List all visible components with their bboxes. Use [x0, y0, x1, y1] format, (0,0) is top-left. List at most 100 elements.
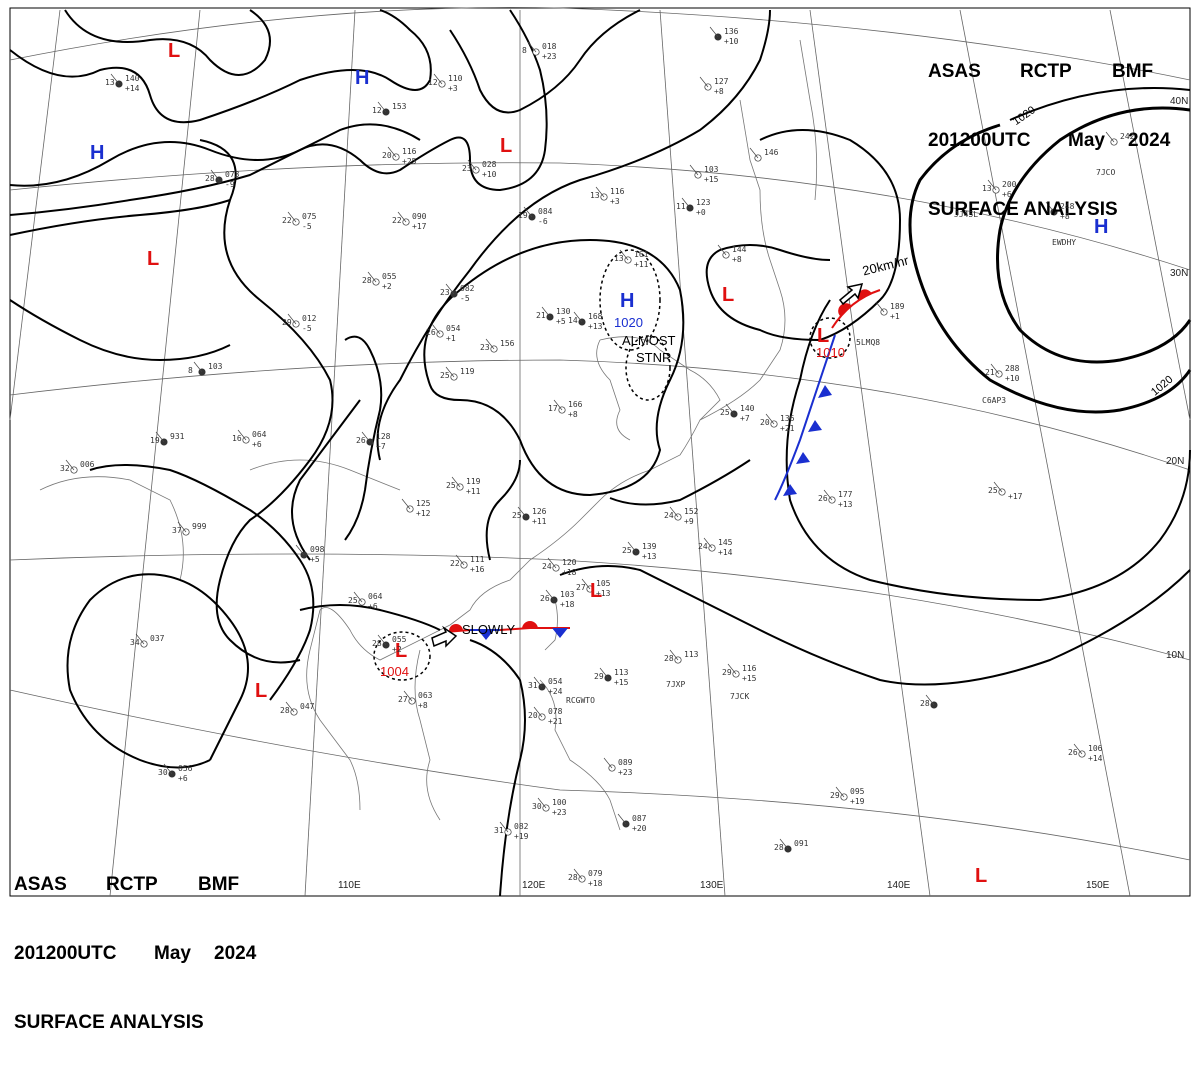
- station-pressure-tendency: +18: [560, 600, 575, 609]
- station-pressure: 082: [514, 822, 529, 831]
- station-temperature: 28: [205, 174, 215, 183]
- station-pressure: 103: [704, 165, 719, 174]
- station-pressure: 100: [552, 798, 567, 807]
- station-temperature: 31: [528, 681, 538, 690]
- slowly-label: SLOWLY: [462, 622, 516, 637]
- station-pressure-tendency: +16: [470, 565, 485, 574]
- station-pressure-tendency: +15: [614, 678, 629, 687]
- wind-barb: [110, 73, 120, 85]
- parallel-30n: [9, 162, 1191, 271]
- arrow-slowly: [431, 625, 458, 648]
- wind-barb: [401, 498, 411, 510]
- header-year: 2024: [1128, 130, 1171, 151]
- station-temperature: 22: [282, 216, 292, 225]
- station-pressure-tendency: +15: [704, 175, 719, 184]
- station-temperature: 20: [382, 151, 392, 160]
- station-pressure: 111: [470, 555, 485, 564]
- wind-barb: [361, 431, 371, 443]
- wind-barb: [709, 26, 719, 38]
- station-pressure-tendency: +15: [742, 674, 757, 683]
- wind-barb: [1045, 201, 1055, 213]
- header-office: BMF: [1112, 61, 1154, 82]
- header-top-right: ASAS RCTP BMF 201200UTC May 2024 SURFACE ANA…: [928, 14, 1171, 267]
- wind-barb: [155, 431, 165, 443]
- station-pressure: 110: [448, 74, 463, 83]
- wind-barb: [65, 459, 75, 471]
- station-pressure-tendency: +17: [412, 222, 427, 231]
- station-temperature: 26: [356, 436, 366, 445]
- wind-barb: [993, 481, 1003, 493]
- station-pressure: 931: [170, 432, 185, 441]
- meridian-110e: [304, 9, 356, 897]
- wind-barb: [455, 554, 465, 566]
- dashed-ellipse-low-sw: [373, 631, 431, 681]
- warm-front-semicircle: [838, 303, 852, 316]
- station-pressure-tendency: +8: [714, 87, 724, 96]
- station-pressure-tendency: +5: [310, 555, 320, 564]
- wind-barb: [835, 786, 845, 798]
- wind-barb: [353, 591, 363, 603]
- isobar-3: [9, 9, 548, 192]
- wind-barb: [547, 557, 557, 569]
- station-pressure: 047: [300, 702, 315, 711]
- header-product: ASAS: [14, 874, 67, 895]
- stationary-front: [444, 621, 570, 640]
- station-pressure: 091: [794, 839, 809, 848]
- low-pressure-value: 1010: [816, 345, 845, 360]
- station-pressure: 146: [764, 148, 779, 157]
- wind-barb: [581, 578, 591, 590]
- isobar-18: [908, 123, 1192, 414]
- station-pressure: 189: [890, 302, 905, 311]
- station-pressure-tendency: +25: [402, 157, 417, 166]
- isobars: [9, 9, 1192, 897]
- ship-callsign: 7JXP: [666, 680, 686, 689]
- station-pressure: 139: [642, 542, 657, 551]
- station-temperature: 25: [720, 408, 730, 417]
- station-pressure-tendency: +14: [125, 84, 140, 93]
- isobar-11: [449, 9, 641, 114]
- station-pressure: 145: [718, 538, 733, 547]
- ship-callsign: 5LMQ8: [856, 338, 881, 347]
- station-pressure-tendency: +1: [890, 312, 900, 321]
- meridian-100e: [109, 9, 201, 897]
- lat-label-20n: 20N: [1166, 456, 1185, 467]
- station-temperature: 28: [280, 706, 290, 715]
- station-pressure-tendency: +8: [418, 701, 428, 710]
- wind-barb: [727, 663, 737, 675]
- header-year: 2024: [214, 943, 257, 964]
- wind-barb: [193, 361, 203, 373]
- isobar-21: [469, 639, 526, 897]
- station-pressure: 140: [740, 404, 755, 413]
- station-pressure: 136: [780, 414, 795, 423]
- wind-barb: [485, 338, 495, 350]
- station-pressure-tendency: +11: [634, 260, 649, 269]
- station-temperature: 13: [982, 184, 992, 193]
- station-temperature: 26: [1068, 748, 1078, 757]
- dashed-ellipse-high: [599, 249, 661, 351]
- dashed-ellipse-low-ne: [809, 317, 851, 359]
- station-temperature: 28: [372, 639, 382, 648]
- isobar-13: [376, 9, 771, 461]
- station-temperature: 28: [362, 276, 372, 285]
- station-pressure: 075: [302, 212, 317, 221]
- wind-barb: [135, 633, 145, 645]
- ship-callsign: 7JCK: [730, 692, 750, 701]
- station-markers: [65, 26, 1118, 883]
- coast-bayofbengal: [39, 476, 184, 581]
- station-pressure-tendency: -5: [302, 222, 312, 231]
- station-pressure: 168: [588, 312, 603, 321]
- station-temperature: 16: [232, 434, 242, 443]
- station-pressure: 113: [614, 668, 629, 677]
- wind-barb: [681, 197, 691, 209]
- wind-barb: [533, 676, 543, 688]
- wind-barb: [1073, 743, 1083, 755]
- wind-barb: [237, 429, 247, 441]
- station-pressure: 177: [838, 490, 853, 499]
- coast-asia-mainland: [306, 336, 721, 811]
- coast-taiwan: [544, 599, 558, 651]
- station-pressure: 119: [460, 367, 475, 376]
- map-canvas: [9, 7, 1192, 897]
- ship-callsign: C6AP3: [982, 396, 1007, 405]
- stationary-front-semicircle: [449, 624, 463, 631]
- station-pressure-tendency: +9: [684, 517, 694, 526]
